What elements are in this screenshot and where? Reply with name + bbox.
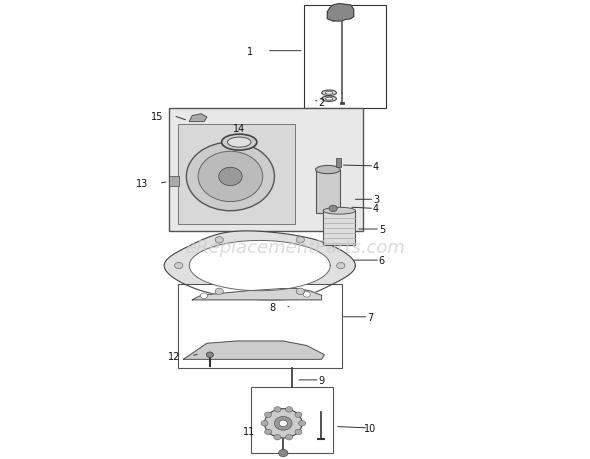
Circle shape bbox=[264, 429, 271, 435]
Text: 4: 4 bbox=[373, 204, 379, 214]
Bar bbox=[178, 124, 295, 225]
Circle shape bbox=[279, 420, 287, 426]
Circle shape bbox=[299, 420, 306, 426]
Ellipse shape bbox=[325, 92, 333, 95]
Polygon shape bbox=[183, 341, 324, 359]
Circle shape bbox=[286, 435, 293, 440]
Text: 1: 1 bbox=[247, 46, 254, 56]
Circle shape bbox=[278, 449, 288, 457]
Text: 9: 9 bbox=[319, 375, 324, 385]
Text: 5: 5 bbox=[379, 224, 385, 235]
Text: 14: 14 bbox=[233, 124, 245, 134]
Text: 3: 3 bbox=[373, 195, 379, 205]
Bar bbox=[169, 109, 362, 232]
Circle shape bbox=[303, 292, 310, 297]
Bar bbox=[304, 6, 386, 109]
Text: 15: 15 bbox=[151, 112, 163, 121]
Circle shape bbox=[337, 263, 345, 269]
Bar bbox=[169, 176, 179, 186]
Polygon shape bbox=[327, 5, 354, 22]
Ellipse shape bbox=[228, 138, 251, 148]
Polygon shape bbox=[192, 289, 322, 300]
Circle shape bbox=[286, 407, 293, 412]
Circle shape bbox=[264, 409, 302, 438]
Polygon shape bbox=[189, 241, 330, 291]
Circle shape bbox=[329, 206, 337, 212]
Text: 7: 7 bbox=[367, 312, 373, 322]
Text: eReplacementParts.com: eReplacementParts.com bbox=[185, 239, 405, 257]
Polygon shape bbox=[164, 231, 355, 301]
Ellipse shape bbox=[316, 166, 340, 174]
Ellipse shape bbox=[323, 208, 356, 215]
Circle shape bbox=[206, 352, 214, 358]
Ellipse shape bbox=[322, 97, 336, 102]
Circle shape bbox=[274, 435, 281, 440]
Bar bbox=[323, 211, 356, 246]
Ellipse shape bbox=[222, 135, 257, 151]
Circle shape bbox=[295, 412, 302, 418]
Text: 4: 4 bbox=[373, 162, 379, 172]
Circle shape bbox=[186, 143, 274, 211]
Circle shape bbox=[295, 429, 302, 435]
Circle shape bbox=[175, 263, 183, 269]
Circle shape bbox=[296, 289, 304, 295]
Text: 13: 13 bbox=[136, 179, 149, 189]
Circle shape bbox=[274, 407, 281, 412]
Circle shape bbox=[219, 168, 242, 186]
Bar bbox=[336, 159, 341, 168]
Text: 11: 11 bbox=[243, 426, 255, 436]
Circle shape bbox=[201, 293, 208, 299]
Text: 2: 2 bbox=[318, 98, 325, 108]
Circle shape bbox=[198, 152, 263, 202]
Text: 6: 6 bbox=[379, 256, 385, 265]
Circle shape bbox=[215, 289, 224, 295]
Circle shape bbox=[274, 417, 292, 430]
Ellipse shape bbox=[322, 91, 336, 96]
Text: 12: 12 bbox=[168, 351, 181, 361]
Circle shape bbox=[261, 420, 268, 426]
Circle shape bbox=[215, 237, 224, 244]
Bar bbox=[178, 284, 342, 369]
Text: 8: 8 bbox=[270, 302, 276, 312]
Polygon shape bbox=[189, 115, 207, 122]
Circle shape bbox=[296, 237, 304, 244]
Circle shape bbox=[264, 412, 271, 418]
Ellipse shape bbox=[325, 98, 333, 101]
Text: 10: 10 bbox=[364, 423, 376, 433]
Bar bbox=[251, 387, 333, 453]
Bar bbox=[316, 170, 340, 213]
